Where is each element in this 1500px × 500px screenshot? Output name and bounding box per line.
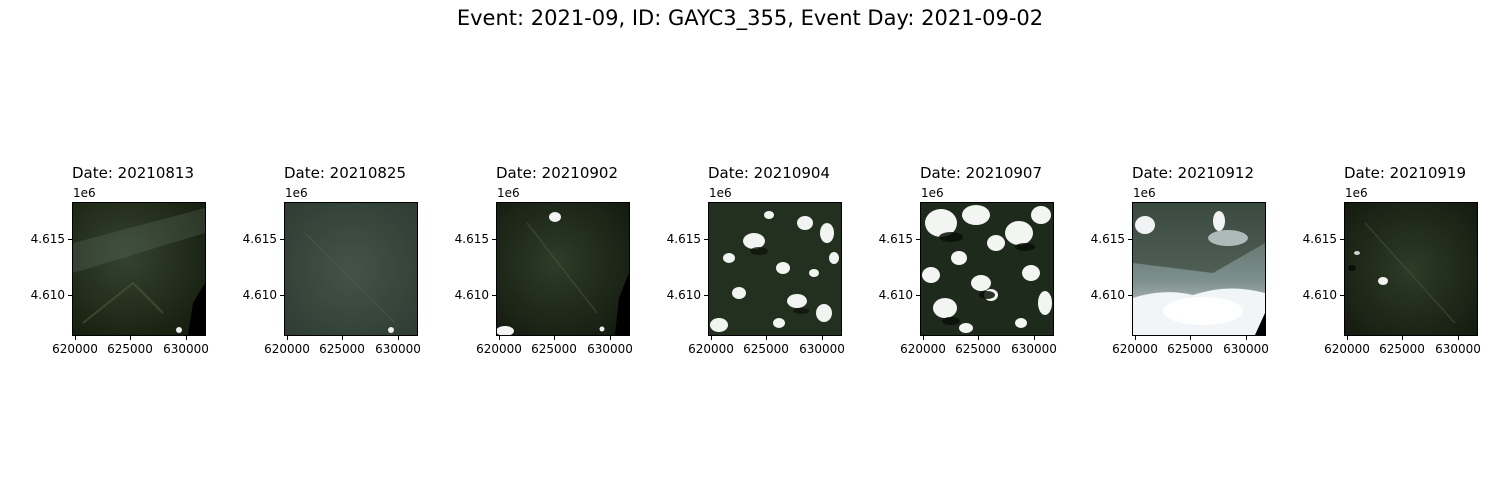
x-tick-label: 620000 — [476, 342, 522, 356]
x-tick-label: 630000 — [587, 342, 633, 356]
y-tick-label: 4.615 — [1302, 232, 1337, 246]
panel-title: Date: 20210825 — [284, 164, 407, 182]
x-tick-label: 620000 — [1324, 342, 1370, 356]
y-offset-label: 1e6 — [1345, 186, 1368, 200]
panel-title: Date: 20210813 — [72, 164, 195, 182]
x-tick-label: 630000 — [1435, 342, 1481, 356]
y-tick-label: 4.615 — [30, 232, 65, 246]
x-tick-label: 630000 — [163, 342, 209, 356]
satellite-image — [708, 202, 842, 336]
y-offset-label: 1e6 — [1133, 186, 1156, 200]
image-panel: Date: 20210907 1e6 — [848, 0, 1057, 380]
x-tick-label: 625000 — [1379, 342, 1425, 356]
image-panel: Date: 20210919 1e6 4.615 4.610 620 — [1272, 0, 1481, 380]
satellite-image — [496, 202, 630, 336]
y-tick-label: 4.615 — [242, 232, 277, 246]
y-tick-label: 4.610 — [1090, 288, 1125, 302]
y-offset-label: 1e6 — [285, 186, 308, 200]
image-panel: Date: 20210902 1e6 4.615 4.610 — [424, 0, 633, 380]
x-tick-label: 630000 — [799, 342, 845, 356]
x-tick-label: 625000 — [107, 342, 153, 356]
x-tick-label: 630000 — [1223, 342, 1269, 356]
y-tick-label: 4.610 — [30, 288, 65, 302]
x-tick-label: 630000 — [1011, 342, 1057, 356]
y-offset-label: 1e6 — [497, 186, 520, 200]
panel-title: Date: 20210902 — [496, 164, 619, 182]
satellite-image — [1344, 202, 1478, 336]
x-tick-label: 625000 — [743, 342, 789, 356]
image-panel: Date: 20210813 1e6 4.615 4.610 620 — [0, 0, 209, 380]
y-tick-label: 4.610 — [666, 288, 701, 302]
y-tick-label: 4.615 — [666, 232, 701, 246]
y-tick-label: 4.615 — [1090, 232, 1125, 246]
figure-title: Event: 2021-09, ID: GAYC3_355, Event Day… — [456, 6, 1044, 30]
x-tick-label: 625000 — [319, 342, 365, 356]
x-tick-label: 620000 — [1112, 342, 1158, 356]
satellite-image — [920, 202, 1054, 336]
x-tick-label: 620000 — [264, 342, 310, 356]
x-tick-label: 625000 — [1167, 342, 1213, 356]
y-offset-label: 1e6 — [709, 186, 732, 200]
y-tick-label: 4.610 — [454, 288, 489, 302]
image-panel: Date: 20210904 1e6 — [636, 0, 845, 380]
x-tick-label: 625000 — [955, 342, 1001, 356]
panel-title: Date: 20210919 — [1344, 164, 1467, 182]
y-tick-label: 4.615 — [454, 232, 489, 246]
satellite-image — [72, 202, 206, 336]
x-tick-label: 625000 — [531, 342, 577, 356]
y-tick-label: 4.610 — [878, 288, 913, 302]
image-panel: Date: 20210825 1e6 4.615 4.610 620000 — [212, 0, 421, 380]
y-tick-label: 4.610 — [1302, 288, 1337, 302]
panel-title: Date: 20210912 — [1132, 164, 1255, 182]
panel-title: Date: 20210907 — [920, 164, 1043, 182]
y-offset-label: 1e6 — [921, 186, 944, 200]
x-tick-label: 630000 — [375, 342, 421, 356]
y-tick-label: 4.615 — [878, 232, 913, 246]
x-tick-label: 620000 — [52, 342, 98, 356]
y-offset-label: 1e6 — [73, 186, 96, 200]
y-tick-label: 4.610 — [242, 288, 277, 302]
image-panel: Date: 20210912 1e6 — [1060, 0, 1269, 380]
satellite-image — [284, 202, 418, 336]
panel-title: Date: 20210904 — [708, 164, 831, 182]
x-tick-label: 620000 — [688, 342, 734, 356]
satellite-image — [1132, 202, 1266, 336]
x-tick-label: 620000 — [900, 342, 946, 356]
